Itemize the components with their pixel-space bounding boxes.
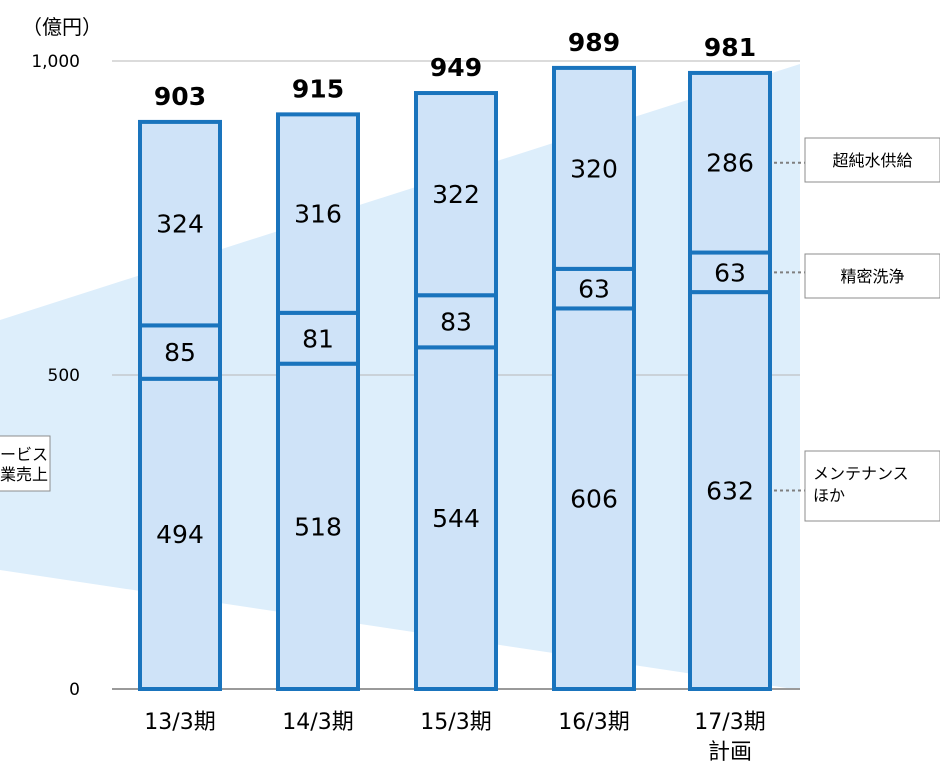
bar-segment	[688, 70, 772, 255]
total-value-label: 989	[568, 28, 620, 57]
bar-segment	[688, 250, 772, 295]
bar-segment	[552, 266, 636, 311]
segment-value-label: 494	[156, 520, 204, 549]
total-value-label: 949	[430, 53, 482, 82]
legend-label: 超純水供給	[832, 151, 912, 170]
segment-value-label: 63	[714, 258, 746, 287]
total-value-label: 915	[292, 74, 344, 103]
background-band	[0, 64, 800, 690]
segment-value-label: 518	[294, 512, 342, 541]
segment-value-label: 286	[706, 149, 754, 178]
segment-value-label: 632	[706, 477, 754, 506]
segment-value-label: 320	[570, 154, 618, 183]
legend-box	[804, 253, 940, 299]
bar-segment	[414, 345, 498, 691]
bar-segment	[276, 361, 360, 691]
legend-label: メンテナンスほか	[813, 464, 909, 505]
legend-box	[804, 137, 940, 183]
y-tick-label: 1,000	[31, 52, 80, 72]
bar-segment	[138, 119, 222, 328]
x-category-label: 15/3期	[420, 710, 491, 735]
background-label: ービス業売上	[0, 445, 48, 484]
bar-segment	[276, 112, 360, 315]
background-label-box	[0, 435, 51, 492]
segment-value-label: 324	[156, 210, 204, 239]
segment-value-label: 316	[294, 200, 342, 229]
bar-segment	[552, 65, 636, 271]
segment-value-label: 606	[570, 485, 618, 514]
y-tick-label: 500	[48, 366, 80, 386]
bar-segment	[138, 323, 222, 381]
segment-value-label: 83	[440, 307, 472, 336]
legend-label: 精密洗浄	[840, 267, 904, 286]
x-category-label: 17/3期計画	[694, 710, 765, 765]
x-category-label: 16/3期	[558, 710, 629, 735]
bar-segment	[276, 310, 360, 366]
bar-segment	[138, 376, 222, 691]
total-value-label: 903	[154, 82, 206, 111]
y-tick-label: 0	[69, 680, 80, 700]
bar-segment	[414, 91, 498, 298]
bar-segment	[552, 306, 636, 691]
x-category-label: 14/3期	[282, 710, 353, 735]
total-value-label: 981	[704, 33, 756, 62]
segment-value-label: 85	[164, 338, 196, 367]
segment-value-label: 63	[578, 275, 610, 304]
bar-segment	[688, 290, 772, 691]
legend-box	[804, 450, 940, 522]
segment-value-label: 322	[432, 180, 480, 209]
segment-value-label: 81	[302, 324, 334, 353]
unit-label: （億円）	[22, 15, 102, 39]
x-category-label: 13/3期	[144, 710, 215, 735]
segment-value-label: 544	[432, 504, 480, 533]
